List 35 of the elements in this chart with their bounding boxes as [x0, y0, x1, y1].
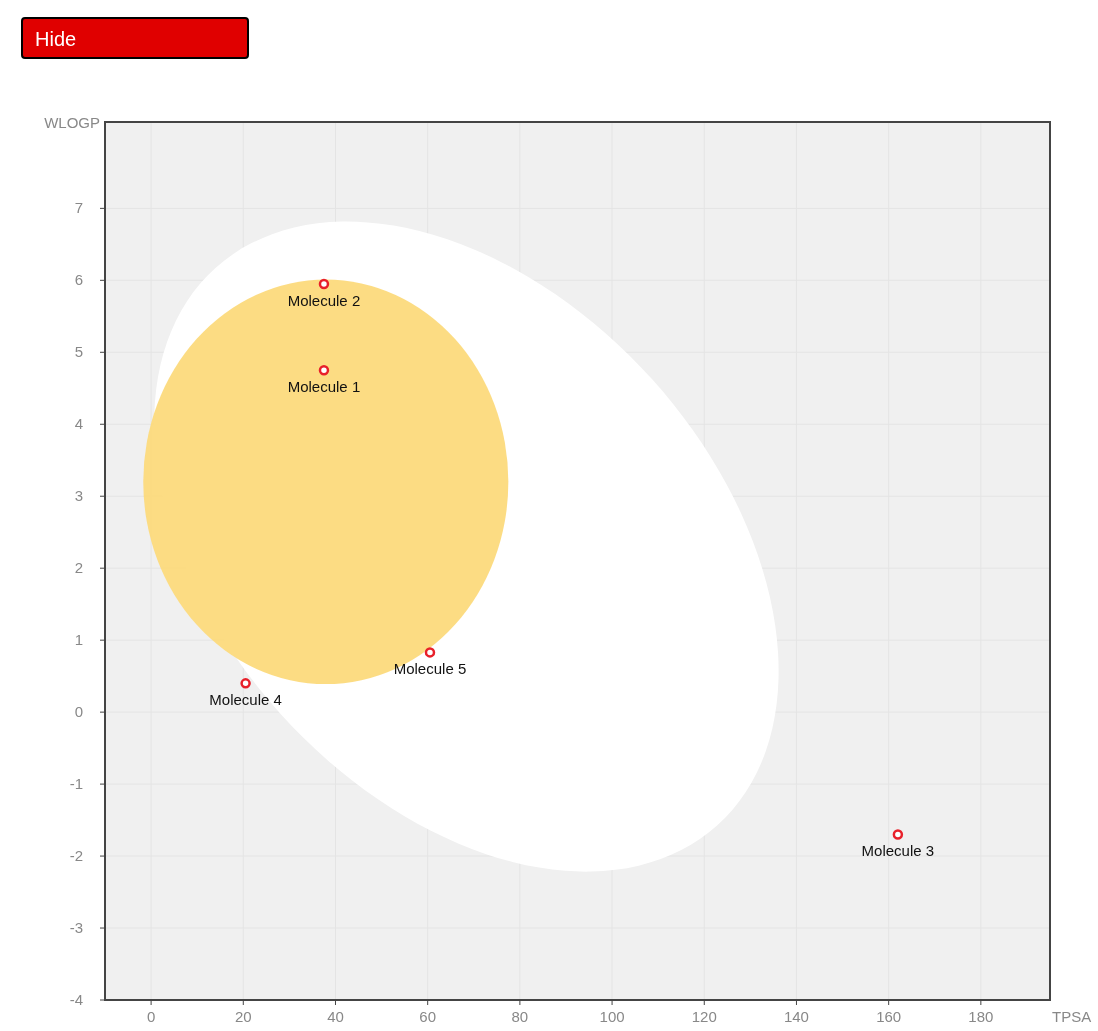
x-tick-label: 140 — [783, 1008, 809, 1025]
x-tick-label: 160 — [876, 1008, 902, 1025]
y-tick-label: 3 — [74, 487, 83, 505]
x-tick-label: 80 — [511, 1008, 529, 1025]
point — [892, 829, 904, 840]
y-axis-title: WLOGP — [44, 114, 100, 131]
y-tick-label: 5 — [74, 343, 83, 361]
annotation: Molecule 5 — [393, 660, 467, 678]
annotation: Molecule 1 — [287, 378, 361, 396]
y-tick-label: 4 — [74, 415, 83, 433]
y-tick-label: -4 — [69, 991, 83, 1008]
x-tick-label: 100 — [599, 1008, 625, 1025]
y-tick-label: -2 — [69, 847, 83, 865]
annotation: Molecule 4 — [209, 691, 282, 709]
x-tick-label: 120 — [691, 1008, 717, 1025]
y-tick-label: -1 — [69, 775, 83, 793]
x-tick-label: 20 — [234, 1008, 252, 1025]
point — [318, 278, 330, 290]
point — [424, 647, 436, 658]
x-tick-label: 60 — [419, 1008, 437, 1025]
y-tick-label: 0 — [74, 703, 83, 721]
annotation: Molecule 2 — [287, 291, 361, 309]
y-tick-label: 7 — [74, 199, 83, 217]
point — [318, 365, 330, 376]
annotation: Molecule 3 — [861, 842, 935, 860]
x-axis-title: TPSA — [1052, 1008, 1092, 1025]
y-tick-label: 1 — [74, 631, 83, 649]
y-tick-label: -3 — [69, 919, 83, 937]
x-tick-label: 180 — [968, 1008, 994, 1025]
x-tick-label: 40 — [327, 1008, 344, 1025]
y-tick-label: 6 — [74, 271, 83, 289]
hide-button: Hide — [21, 17, 249, 59]
point — [240, 678, 251, 689]
y-tick-label: 2 — [74, 559, 83, 577]
x-tick-label: 0 — [146, 1008, 156, 1025]
